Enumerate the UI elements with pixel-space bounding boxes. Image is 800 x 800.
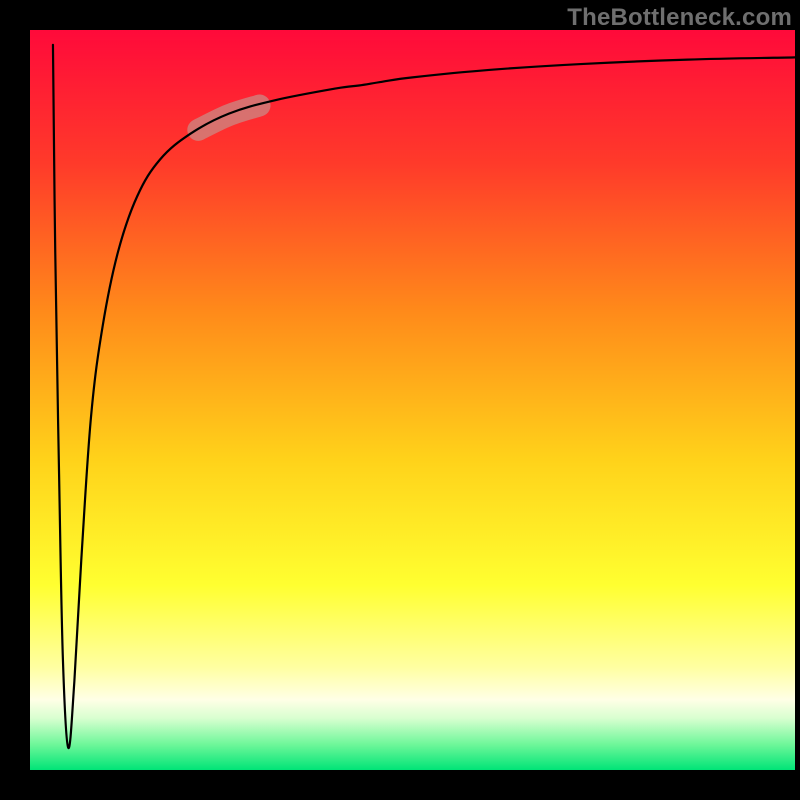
watermark-text: TheBottleneck.com (567, 4, 792, 32)
chart-container: TheBottleneck.com (0, 0, 800, 800)
plot-svg (30, 30, 795, 770)
gradient-background (30, 30, 795, 770)
